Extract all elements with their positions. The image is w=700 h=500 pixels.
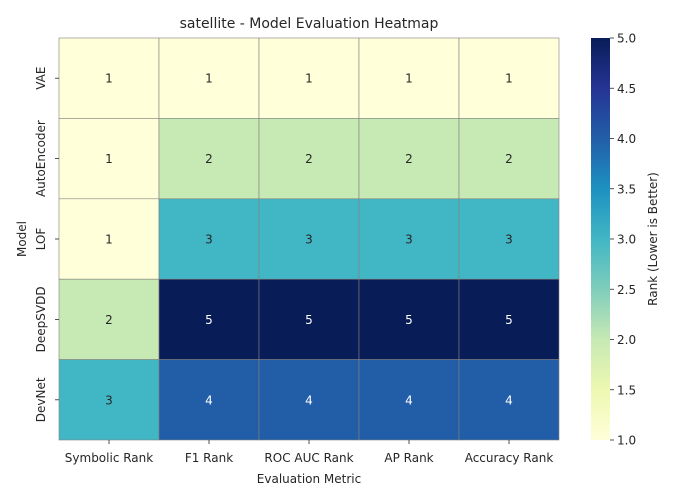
heatmap-cells — [58, 37, 560, 441]
colorbar — [591, 38, 610, 440]
cell-value-label: 5 — [305, 313, 313, 327]
colorbar-tick-label: 2.0 — [617, 333, 636, 347]
cell-value-label: 4 — [405, 393, 413, 407]
cell-value-label: 4 — [205, 393, 213, 407]
cell-value-label: 5 — [205, 313, 213, 327]
heatmap-cell — [158, 359, 260, 441]
cell-value-label: 1 — [105, 72, 113, 86]
heatmap-cell — [58, 359, 160, 441]
x-tick-label: Accuracy Rank — [465, 451, 554, 465]
colorbar-tick-label: 4.0 — [617, 132, 636, 146]
heatmap-cell — [258, 37, 360, 119]
heatmap-cell — [58, 118, 160, 200]
colorbar-tick-label: 1.5 — [617, 383, 636, 397]
colorbar-tick-label: 4.5 — [617, 82, 636, 96]
heatmap-cell — [458, 198, 560, 280]
heatmap-cell — [358, 278, 460, 360]
cell-value-label: 5 — [405, 313, 413, 327]
heatmap-cell — [458, 118, 560, 200]
cell-value-label: 1 — [305, 72, 313, 86]
heatmap-cell — [258, 359, 360, 441]
heatmap-cell — [258, 278, 360, 360]
x-tick-labels: Symbolic Rank F1 Rank ROC AUC Rank AP Rank A… — [65, 440, 554, 465]
heatmap-cell — [258, 118, 360, 200]
y-axis-label: Model — [15, 221, 29, 257]
x-tick-label: ROC AUC Rank — [264, 451, 353, 465]
cell-value-label: 4 — [305, 393, 313, 407]
x-tick-label: AP Rank — [384, 451, 433, 465]
y-tick-label: DeepSVDD — [34, 286, 48, 352]
colorbar-tick-label: 1.0 — [617, 434, 636, 448]
cell-value-label: 2 — [505, 152, 513, 166]
y-tick-labels: VAE AutoEncoder LOF DeepSVDD DevNet — [34, 67, 59, 422]
x-axis-label: Evaluation Metric — [257, 472, 361, 486]
cell-value-label: 2 — [305, 152, 313, 166]
heatmap-cell — [458, 37, 560, 119]
colorbar-tick-label: 2.5 — [617, 283, 636, 297]
heatmap-cell — [158, 198, 260, 280]
cell-value-label: 2 — [205, 152, 213, 166]
y-tick-label: VAE — [34, 67, 48, 90]
cell-value-label: 3 — [505, 233, 513, 247]
cell-value-label: 1 — [405, 72, 413, 86]
cell-value-label: 3 — [205, 233, 213, 247]
cell-value-label: 3 — [305, 233, 313, 247]
heatmap-cell — [458, 278, 560, 360]
heatmap-cell — [158, 118, 260, 200]
x-tick-label: Symbolic Rank — [65, 451, 153, 465]
colorbar-tick-label: 3.0 — [617, 233, 636, 247]
cell-value-label: 4 — [505, 393, 513, 407]
cell-value-label: 1 — [505, 72, 513, 86]
cell-value-label: 1 — [105, 233, 113, 247]
y-tick-label: LOF — [34, 228, 48, 251]
cell-value-label: 3 — [105, 393, 113, 407]
heatmap-cell — [358, 198, 460, 280]
cell-value-label: 1 — [205, 72, 213, 86]
colorbar-label: Rank (Lower is Better) — [646, 172, 660, 306]
colorbar-tick-label: 5.0 — [617, 32, 636, 46]
x-tick-label: F1 Rank — [185, 451, 233, 465]
y-tick-label: DevNet — [34, 377, 48, 422]
chart-title: satellite - Model Evaluation Heatmap — [180, 16, 439, 32]
heatmap-cell — [358, 37, 460, 119]
y-tick-label: AutoEncoder — [34, 120, 48, 197]
colorbar-tick-label: 3.5 — [617, 182, 636, 196]
colorbar-ticks: 1.0 1.5 2.0 2.5 3.0 3.5 4.0 4.5 5.0 — [610, 32, 636, 448]
cell-value-label: 5 — [505, 313, 513, 327]
cell-value-label: 3 — [405, 233, 413, 247]
heatmap-cell — [258, 198, 360, 280]
cell-value-label: 1 — [105, 152, 113, 166]
heatmap-cell — [458, 359, 560, 441]
heatmap-cell — [158, 37, 260, 119]
heatmap-cell — [58, 37, 160, 119]
cell-value-label: 2 — [105, 313, 113, 327]
heatmap-cell — [158, 278, 260, 360]
cell-value-labels: 1 1 1 1 1 1 2 2 2 2 1 3 3 3 3 2 5 5 5 5 3 4 4 4 4 — [105, 72, 513, 408]
cell-value-label: 2 — [405, 152, 413, 166]
